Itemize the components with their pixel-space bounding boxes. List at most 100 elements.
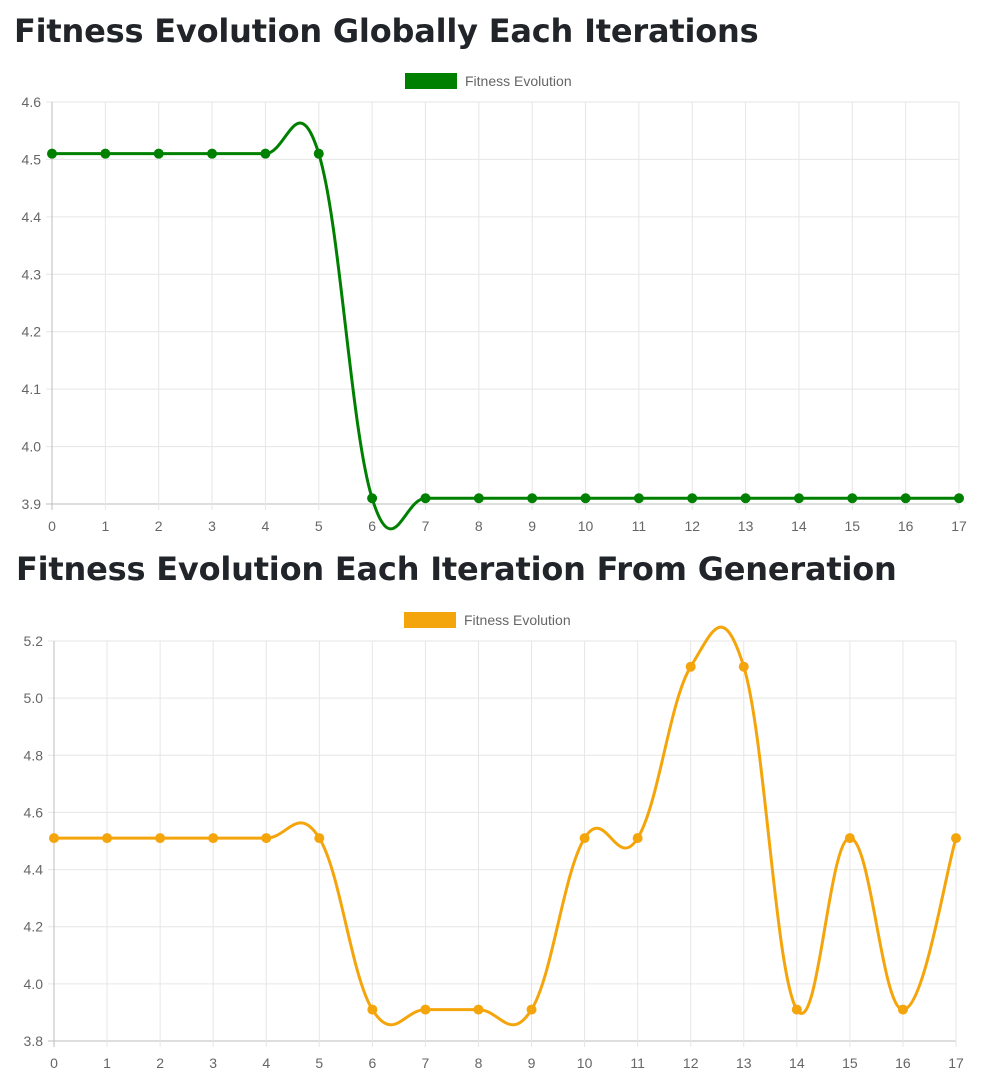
data-point-9[interactable] [527, 493, 538, 504]
x-tick-label: 17 [948, 1055, 964, 1071]
data-point-11[interactable] [632, 833, 643, 844]
x-tick-label: 6 [368, 1055, 376, 1071]
data-point-12[interactable] [685, 661, 696, 672]
data-point-17[interactable] [954, 493, 964, 504]
chart-section-generation: 3.8 4.0 4.2 4.4 4.6 4.8 5.0 5.2 0 1 2 3 4 5 6 7 8 9 10 11 12… [0, 545, 992, 1081]
data-point-14[interactable] [793, 493, 804, 504]
data-point-13[interactable] [740, 493, 751, 504]
x-tick-label: 2 [155, 518, 163, 534]
x-tick-label: 7 [422, 1055, 430, 1071]
data-point-16[interactable] [897, 1004, 908, 1015]
y-tick-label: 3.8 [24, 1033, 44, 1049]
data-point-7[interactable] [420, 493, 431, 504]
y-tick-label: 4.5 [22, 151, 42, 167]
x-tick-label: 3 [209, 1055, 217, 1071]
data-point-15[interactable] [844, 833, 855, 844]
data-point-13[interactable] [738, 661, 749, 672]
legend-swatch [405, 73, 457, 89]
grid [48, 640, 957, 1047]
x-tick-label: 13 [736, 1055, 752, 1071]
y-tick-label: 4.0 [24, 976, 44, 992]
data-point-10[interactable] [579, 833, 590, 844]
x-tick-label: 11 [632, 518, 647, 534]
x-tick-label: 9 [528, 1055, 536, 1071]
grid [46, 101, 960, 510]
x-tick-label: 8 [475, 1055, 483, 1071]
x-tick-label: 11 [630, 1055, 645, 1071]
y-tick-label: 4.1 [22, 381, 42, 397]
data-point-5[interactable] [314, 833, 325, 844]
x-tick-label: 5 [315, 518, 323, 534]
y-tick-label: 5.0 [24, 690, 44, 706]
x-tick-label: 14 [789, 1055, 805, 1071]
data-point-3[interactable] [207, 148, 218, 159]
x-tick-label: 17 [951, 518, 967, 534]
x-tick-label: 15 [845, 518, 861, 534]
line-chart-global: 3.94.04.14.24.34.44.54.60 1 2 3 4 5 6 7 8 9 10 11 12… [22, 73, 967, 534]
y-tick-label: 4.4 [22, 209, 42, 225]
line-chart-generation: 3.84.04.24.44.64.85.05.20 1 2 3 4 5 6 7 8 9 10 11 12… [24, 612, 964, 1071]
data-point-16[interactable] [900, 493, 911, 504]
x-tick-label: 3 [208, 518, 216, 534]
y-tick-label: 3.9 [22, 496, 42, 512]
data-point-0[interactable] [47, 148, 57, 159]
data-point-6[interactable] [367, 1004, 378, 1015]
x-tick-label: 1 [103, 1055, 111, 1071]
x-tick-label: 9 [528, 518, 536, 534]
y-tick-label: 4.6 [24, 804, 44, 820]
y-tick-label: 4.3 [22, 266, 42, 282]
data-point-7[interactable] [420, 1004, 431, 1015]
data-point-6[interactable] [367, 493, 378, 504]
legend[interactable]: Fitness Evolution [404, 612, 571, 628]
data-point-4[interactable] [260, 148, 271, 159]
y-tick-label: 4.8 [24, 747, 44, 763]
y-tick-label: 4.0 [22, 439, 42, 455]
x-tick-label: 16 [898, 518, 914, 534]
x-tick-label: 4 [262, 1055, 270, 1071]
y-tick-label: 4.4 [24, 862, 44, 878]
data-point-8[interactable] [473, 1004, 484, 1015]
data-point-15[interactable] [847, 493, 858, 504]
x-tick-label: 14 [791, 518, 807, 534]
data-point-1[interactable] [102, 833, 113, 844]
x-tick-label: 0 [48, 518, 56, 534]
x-tick-label: 16 [895, 1055, 911, 1071]
x-tick-label: 0 [50, 1055, 58, 1071]
x-tick-label: 10 [577, 1055, 593, 1071]
data-point-2[interactable] [155, 833, 166, 844]
data-point-8[interactable] [473, 493, 484, 504]
x-tick-label: 2 [156, 1055, 164, 1071]
x-tick-label: 8 [475, 518, 483, 534]
series-line [51, 121, 959, 531]
data-point-14[interactable] [791, 1004, 802, 1015]
x-tick-label: 1 [101, 518, 109, 534]
data-point-4[interactable] [261, 833, 272, 844]
y-tick-label: 5.2 [24, 633, 44, 649]
y-tick-label: 4.2 [22, 324, 42, 340]
chart-heading-generation: Fitness Evolution Each Iteration From Ge… [16, 550, 897, 588]
data-point-10[interactable] [580, 493, 591, 504]
data-point-3[interactable] [208, 833, 219, 844]
data-point-12[interactable] [687, 493, 698, 504]
y-tick-label: 4.6 [22, 94, 42, 110]
x-tick-label: 15 [842, 1055, 858, 1071]
data-point-5[interactable] [313, 148, 324, 159]
legend[interactable]: Fitness Evolution [405, 73, 572, 89]
x-tick-label: 12 [683, 1055, 699, 1071]
data-point-1[interactable] [100, 148, 111, 159]
x-tick-label: 5 [315, 1055, 323, 1071]
x-tick-label: 12 [684, 518, 700, 534]
chart-heading-global: Fitness Evolution Globally Each Iteratio… [14, 12, 759, 50]
series-line [54, 625, 958, 1027]
x-tick-label: 6 [368, 518, 376, 534]
data-point-9[interactable] [526, 1004, 537, 1015]
legend-label: Fitness Evolution [464, 612, 571, 628]
data-point-11[interactable] [633, 493, 644, 504]
data-point-0[interactable] [49, 833, 59, 844]
x-tick-label: 10 [578, 518, 594, 534]
x-tick-label: 13 [738, 518, 754, 534]
data-point-2[interactable] [153, 148, 164, 159]
y-tick-label: 4.2 [24, 919, 44, 935]
data-point-17[interactable] [951, 833, 961, 844]
x-tick-label: 4 [262, 518, 270, 534]
